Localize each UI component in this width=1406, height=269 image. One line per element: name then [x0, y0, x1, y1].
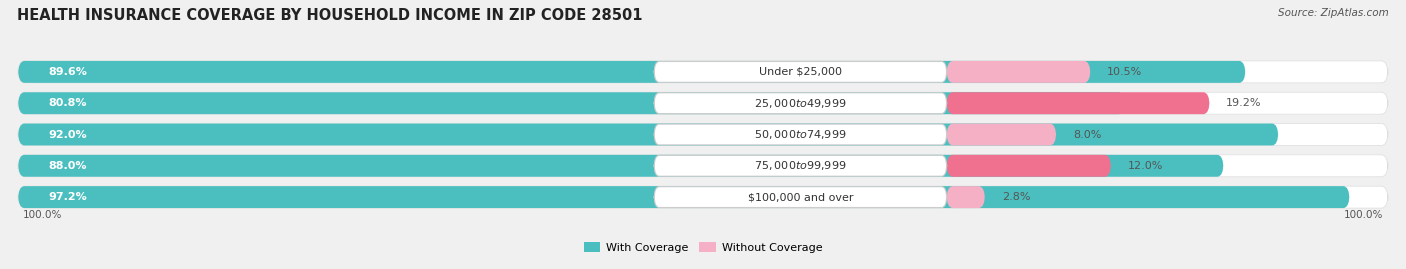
Text: 8.0%: 8.0%: [1073, 129, 1101, 140]
FancyBboxPatch shape: [18, 61, 1388, 83]
Legend: With Coverage, Without Coverage: With Coverage, Without Coverage: [583, 242, 823, 253]
Text: $50,000 to $74,999: $50,000 to $74,999: [754, 128, 846, 141]
Text: 88.0%: 88.0%: [49, 161, 87, 171]
FancyBboxPatch shape: [654, 187, 946, 207]
FancyBboxPatch shape: [654, 155, 946, 176]
Text: 89.6%: 89.6%: [49, 67, 87, 77]
FancyBboxPatch shape: [946, 186, 986, 208]
Text: Under $25,000: Under $25,000: [759, 67, 842, 77]
Text: 19.2%: 19.2%: [1226, 98, 1261, 108]
FancyBboxPatch shape: [946, 155, 1111, 177]
Text: Source: ZipAtlas.com: Source: ZipAtlas.com: [1278, 8, 1389, 18]
Text: 92.0%: 92.0%: [49, 129, 87, 140]
Text: 100.0%: 100.0%: [1344, 210, 1384, 220]
Text: 97.2%: 97.2%: [49, 192, 87, 202]
Text: 2.8%: 2.8%: [1001, 192, 1031, 202]
Text: 10.5%: 10.5%: [1107, 67, 1142, 77]
Text: 100.0%: 100.0%: [22, 210, 62, 220]
FancyBboxPatch shape: [18, 61, 1246, 83]
Text: 80.8%: 80.8%: [49, 98, 87, 108]
Text: $25,000 to $49,999: $25,000 to $49,999: [754, 97, 846, 110]
FancyBboxPatch shape: [654, 62, 946, 82]
FancyBboxPatch shape: [654, 93, 946, 114]
FancyBboxPatch shape: [654, 124, 946, 145]
FancyBboxPatch shape: [18, 123, 1388, 146]
FancyBboxPatch shape: [946, 61, 1091, 83]
FancyBboxPatch shape: [18, 92, 1125, 114]
FancyBboxPatch shape: [18, 123, 1278, 146]
FancyBboxPatch shape: [18, 186, 1388, 208]
Text: 12.0%: 12.0%: [1128, 161, 1163, 171]
Text: HEALTH INSURANCE COVERAGE BY HOUSEHOLD INCOME IN ZIP CODE 28501: HEALTH INSURANCE COVERAGE BY HOUSEHOLD I…: [17, 8, 643, 23]
Text: $100,000 and over: $100,000 and over: [748, 192, 853, 202]
FancyBboxPatch shape: [946, 92, 1209, 114]
Text: $75,000 to $99,999: $75,000 to $99,999: [754, 159, 846, 172]
FancyBboxPatch shape: [18, 155, 1388, 177]
FancyBboxPatch shape: [946, 123, 1056, 146]
FancyBboxPatch shape: [18, 155, 1223, 177]
FancyBboxPatch shape: [18, 92, 1388, 114]
FancyBboxPatch shape: [18, 186, 1350, 208]
